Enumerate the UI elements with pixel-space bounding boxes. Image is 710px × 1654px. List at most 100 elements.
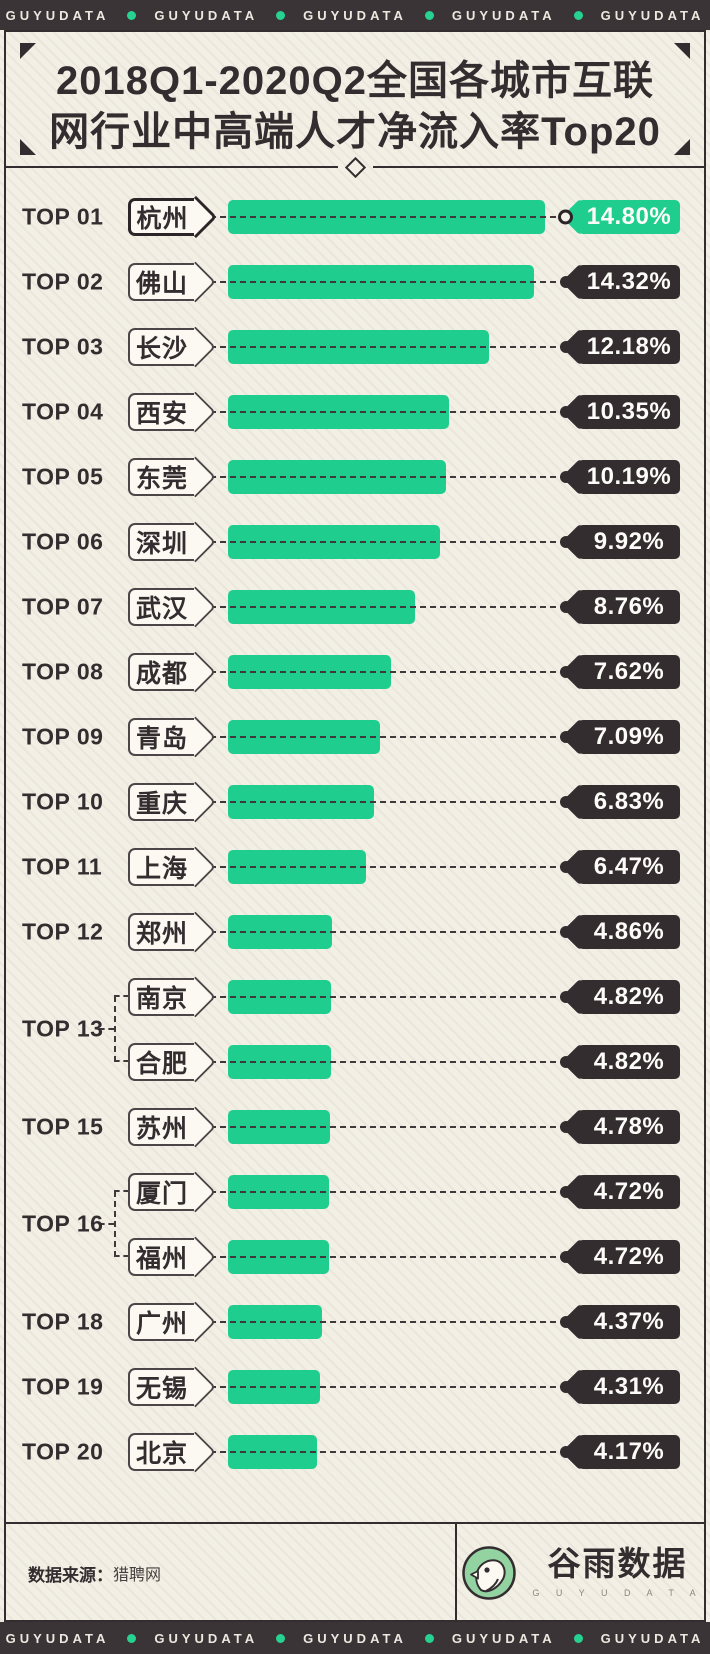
- city-tag: 西安: [128, 390, 217, 433]
- value-tag: 4.82%: [560, 1043, 680, 1080]
- connector-line: [210, 735, 566, 738]
- connector-line: [210, 865, 566, 868]
- tag-knob-icon: [560, 405, 572, 418]
- value-tag: 4.86%: [560, 913, 680, 950]
- city-tag: 上海: [128, 845, 217, 888]
- bracket-line: [114, 1190, 129, 1192]
- city-tag: 重庆: [128, 780, 217, 823]
- bracket-line: [99, 1223, 114, 1225]
- rank-label: TOP 12: [22, 918, 104, 944]
- brand-word: GUYUDATA: [5, 1630, 110, 1646]
- city-tag: 合肥: [128, 1040, 217, 1083]
- rank-label: TOP 01: [22, 203, 104, 229]
- value-tag: 7.09%: [560, 718, 680, 755]
- value-label: 4.86%: [578, 914, 680, 949]
- diamond-icon: [344, 156, 366, 178]
- rank-label: TOP 16: [22, 1210, 104, 1237]
- rank-label: TOP 13: [22, 1015, 104, 1042]
- page-title: 2018Q1-2020Q2全国各城市互联 网行业中高端人才净流入率Top20: [4, 30, 706, 158]
- dot-icon: [424, 10, 434, 20]
- value-tag: 9.92%: [560, 523, 680, 560]
- connector-line: [210, 1385, 566, 1388]
- title-section: 2018Q1-2020Q2全国各城市互联 网行业中高端人才净流入率Top20: [4, 30, 706, 168]
- value-label: 4.82%: [578, 1044, 680, 1079]
- connector-line: [210, 345, 566, 348]
- chart-row: TOP 20 北京 4.17%: [0, 1419, 710, 1484]
- bottom-brand-bar: GUYUDATA GUYUDATA GUYUDATA GUYUDATA GUYU…: [0, 1622, 710, 1654]
- chart-row: TOP 12 郑州 4.86%: [0, 899, 710, 964]
- tag-knob-icon: [560, 990, 572, 1003]
- tag-knob-icon: [560, 1315, 572, 1328]
- connector-line: [210, 475, 566, 478]
- value-label: 8.76%: [578, 589, 680, 624]
- value-label: 4.17%: [578, 1434, 680, 1469]
- value-label: 4.31%: [578, 1369, 680, 1404]
- value-tag: 10.35%: [560, 393, 680, 430]
- dot-icon: [127, 1633, 137, 1643]
- rank-label: TOP 03: [22, 333, 104, 359]
- logo-text: 谷雨数据 G U Y U D A T A: [532, 1546, 703, 1598]
- city-name: 郑州: [128, 912, 194, 951]
- connector-line: [210, 1320, 566, 1323]
- rank-label: TOP 15: [22, 1113, 104, 1139]
- bracket-line: [114, 1191, 116, 1257]
- city-name: 上海: [128, 847, 194, 886]
- chart-row: TOP 09 青岛 7.09%: [0, 704, 710, 769]
- city-tag: 青岛: [128, 715, 217, 758]
- city-tag: 东莞: [128, 455, 217, 498]
- chart-row: TOP 06 深圳 9.92%: [0, 509, 710, 574]
- city-tag: 长沙: [128, 325, 217, 368]
- city-name: 福州: [128, 1237, 194, 1276]
- city-name: 东莞: [128, 457, 194, 496]
- city-tag: 厦门: [128, 1170, 217, 1213]
- tag-knob-icon: [560, 535, 572, 548]
- connector-line: [210, 410, 566, 413]
- value-tag: 14.80%: [558, 198, 680, 235]
- tag-knob-icon: [560, 860, 572, 873]
- value-label: 4.72%: [578, 1174, 680, 1209]
- chart-row: 厦门 4.72%: [0, 1159, 710, 1224]
- value-label: 7.09%: [578, 719, 680, 754]
- dot-icon: [276, 1633, 286, 1643]
- brand-word: GUYUDATA: [303, 7, 407, 23]
- tag-knob-icon: [560, 1250, 572, 1263]
- city-name: 佛山: [128, 262, 194, 301]
- city-tag: 北京: [128, 1430, 217, 1473]
- tag-knob-icon: [560, 275, 572, 288]
- bar-chart: TOP 01 杭州 14.80% TOP 02 佛山 14.32% TOP 03…: [0, 184, 710, 1484]
- value-tag: 4.31%: [560, 1368, 680, 1405]
- city-name: 武汉: [128, 587, 194, 626]
- tag-knob-icon: [560, 730, 572, 743]
- dot-icon: [424, 1633, 434, 1643]
- chart-row: 福州 4.72%: [0, 1224, 710, 1289]
- chart-row: TOP 01 杭州 14.80%: [0, 184, 710, 249]
- connector-line: [210, 1190, 566, 1193]
- footer: 数据来源： 猎聘网 谷雨数据 G U Y U D A T A: [4, 1522, 706, 1622]
- value-label: 9.92%: [578, 524, 680, 559]
- value-label: 4.37%: [578, 1304, 680, 1339]
- value-label: 4.78%: [578, 1109, 680, 1144]
- rank-label: TOP 06: [22, 528, 104, 554]
- city-tag: 杭州: [128, 195, 218, 238]
- logo-subtitle: G U Y U D A T A: [532, 1587, 703, 1598]
- logo-title: 谷雨数据: [547, 1546, 688, 1583]
- city-name: 西安: [128, 392, 194, 431]
- city-tag: 武汉: [128, 585, 217, 628]
- value-label: 7.62%: [578, 654, 680, 689]
- chart-row: TOP 07 武汉 8.76%: [0, 574, 710, 639]
- chart-row: TOP 03 长沙 12.18%: [0, 314, 710, 379]
- rank-label: TOP 05: [22, 463, 104, 489]
- rank-label: TOP 09: [22, 723, 104, 749]
- guyudata-bird-logo-icon: [462, 1546, 517, 1600]
- connector-line: [210, 995, 566, 998]
- tag-knob-icon: [560, 665, 572, 678]
- chart-row: 合肥 4.82%: [0, 1029, 710, 1094]
- connector-line: [210, 1450, 566, 1453]
- rank-label: TOP 10: [22, 788, 104, 814]
- rank-label: TOP 02: [22, 268, 104, 294]
- value-tag: 4.72%: [560, 1238, 680, 1275]
- connector-line: [210, 540, 566, 543]
- tie-group-top16: TOP 16 厦门 4.72% 福州 4.72%: [0, 1159, 710, 1289]
- logo-block: 谷雨数据 G U Y U D A T A: [455, 1524, 706, 1622]
- brand-word: GUYUDATA: [600, 7, 705, 23]
